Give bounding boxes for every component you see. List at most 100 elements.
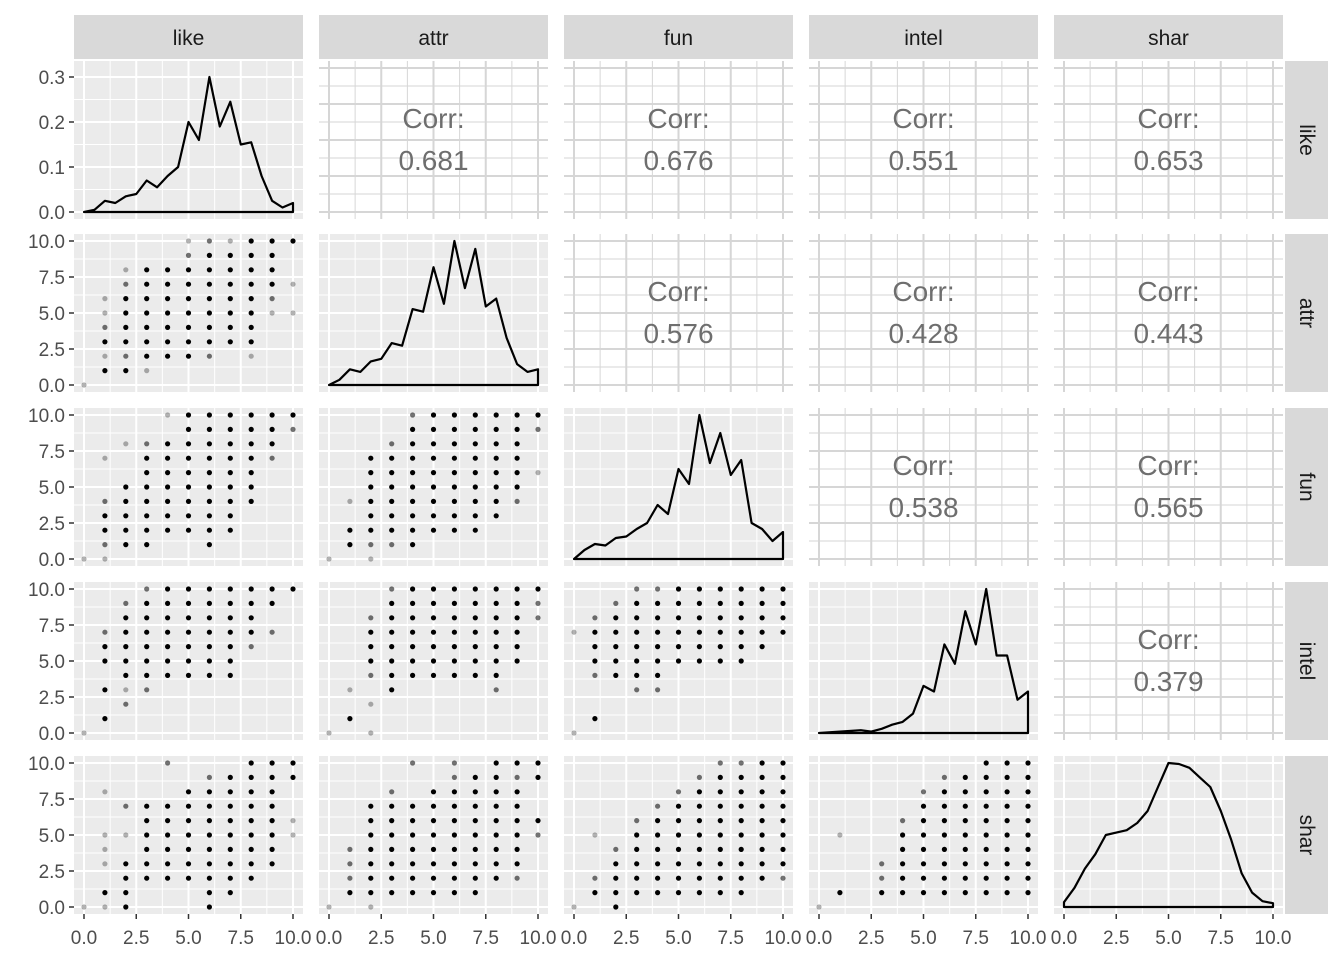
data-point <box>227 296 233 302</box>
data-point <box>675 586 682 592</box>
data-point <box>389 687 395 693</box>
column-strip-label: shar <box>1148 27 1189 50</box>
data-point <box>185 615 192 621</box>
data-point <box>675 600 682 607</box>
x-tick-label: 5.0 <box>175 928 201 949</box>
y-tick-label: 0.0 <box>39 898 65 919</box>
strip-background <box>809 15 1038 59</box>
data-point <box>269 267 275 273</box>
data-point <box>206 846 212 853</box>
data-point <box>102 644 108 650</box>
data-point <box>472 600 478 607</box>
data-point <box>165 615 171 621</box>
data-point <box>389 629 395 635</box>
data-point <box>535 600 541 607</box>
data-point <box>717 890 723 896</box>
data-point <box>535 586 541 592</box>
data-point <box>410 513 416 519</box>
strip-background <box>1054 15 1283 59</box>
data-point <box>144 861 150 867</box>
data-point <box>941 789 948 795</box>
data-point <box>227 586 233 592</box>
x-tick-label: 0.0 <box>316 928 342 949</box>
data-point <box>514 760 520 766</box>
data-point <box>389 789 395 795</box>
row-strip-label: fun <box>1295 472 1318 501</box>
data-point <box>655 875 661 881</box>
data-point <box>206 484 212 490</box>
data-point <box>920 846 927 853</box>
data-point <box>983 890 989 896</box>
data-point <box>717 615 723 621</box>
data-point <box>206 513 212 519</box>
data-point <box>430 890 437 896</box>
data-point <box>1025 760 1031 766</box>
y-tick-label: 0.1 <box>39 158 65 179</box>
data-point <box>430 470 437 476</box>
data-point <box>410 672 416 679</box>
data-point <box>227 861 233 867</box>
data-point <box>696 629 703 635</box>
data-point <box>144 629 150 635</box>
data-point <box>675 803 682 809</box>
data-point <box>227 803 233 809</box>
data-point <box>165 498 171 504</box>
corr-label: Corr: <box>892 103 954 134</box>
data-point <box>165 672 171 679</box>
data-point <box>493 615 499 621</box>
data-point <box>368 846 374 853</box>
data-point <box>206 412 212 418</box>
data-point <box>780 615 786 621</box>
data-point <box>185 281 192 287</box>
data-point <box>962 803 968 809</box>
column-strip-label: like <box>173 27 205 50</box>
density-curve <box>1062 761 1275 909</box>
x-tick-label: 0.0 <box>1051 928 1077 949</box>
data-point <box>185 875 192 881</box>
data-point <box>206 296 212 302</box>
data-point <box>780 774 786 781</box>
panel-shar-intel <box>809 756 1038 914</box>
data-point <box>738 875 744 881</box>
data-point <box>493 846 499 853</box>
data-point <box>514 470 520 476</box>
data-point <box>430 484 437 490</box>
density-curve <box>327 239 540 387</box>
x-tick-label: 0.0 <box>561 928 587 949</box>
data-point <box>102 542 108 548</box>
data-point <box>185 600 192 607</box>
data-point <box>759 832 765 838</box>
data-point <box>165 470 171 476</box>
data-point <box>962 861 968 867</box>
data-point <box>165 644 171 650</box>
data-point <box>165 310 171 316</box>
data-point <box>920 818 927 824</box>
data-point <box>227 875 233 881</box>
data-point <box>780 832 786 838</box>
data-point <box>248 861 254 867</box>
data-point <box>410 441 416 447</box>
data-point <box>227 818 233 824</box>
x-axis: 0.0 2.5 5.0 7.5 10.0 0.0 2.5 5.0 7.5 10.0 0.0 2.5 5.… <box>71 914 1291 949</box>
data-point <box>1004 789 1010 795</box>
row-strip-shar: shar <box>1285 756 1328 914</box>
data-point <box>675 789 682 795</box>
row-strip-attr: attr <box>1285 234 1328 392</box>
data-point <box>493 861 499 867</box>
row-strip-fun: fun <box>1285 408 1328 566</box>
data-point <box>493 498 499 504</box>
data-point <box>368 455 374 461</box>
data-point <box>655 861 661 867</box>
data-point <box>451 615 457 621</box>
data-point <box>368 701 374 707</box>
data-point <box>430 441 437 447</box>
data-point <box>962 818 968 824</box>
data-point <box>123 339 129 345</box>
data-point <box>514 644 520 650</box>
data-point <box>368 672 374 679</box>
data-point <box>248 760 254 766</box>
x-tick-label: 0.0 <box>71 928 97 949</box>
data-point <box>248 629 254 635</box>
data-point <box>368 615 374 621</box>
